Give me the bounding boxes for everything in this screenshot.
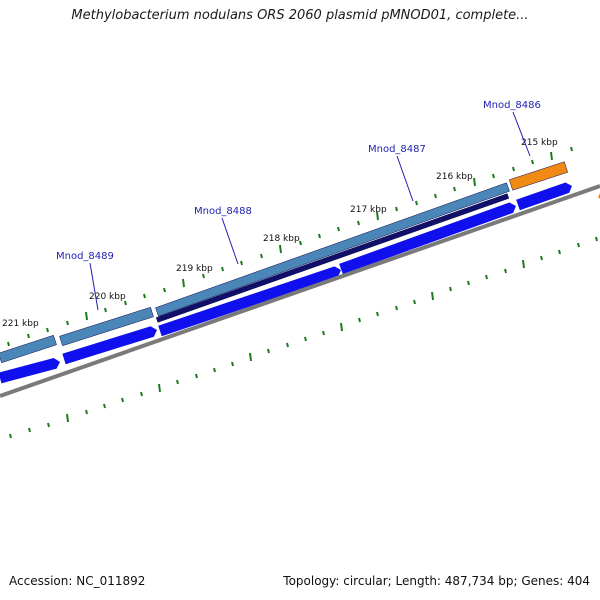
minor-tick bbox=[163, 287, 166, 293]
minor-tick bbox=[570, 146, 573, 152]
minor-tick bbox=[7, 341, 10, 347]
cds-arrow bbox=[339, 202, 516, 275]
minor-tick bbox=[337, 226, 340, 232]
minor-tick bbox=[140, 391, 143, 397]
minor-tick bbox=[143, 293, 146, 299]
gene-label[interactable]: Mnod_8488 bbox=[194, 206, 252, 217]
minor-tick bbox=[531, 159, 534, 165]
minor-tick bbox=[176, 379, 179, 385]
major-tick bbox=[85, 311, 88, 321]
minor-tick bbox=[358, 317, 361, 323]
tick-label: 220 kbp bbox=[89, 292, 126, 302]
cds-arrow bbox=[158, 266, 341, 337]
minor-tick bbox=[103, 403, 106, 409]
minor-tick bbox=[267, 348, 270, 354]
minor-tick bbox=[85, 409, 88, 415]
minor-tick bbox=[9, 433, 12, 439]
minor-tick bbox=[213, 367, 216, 373]
minor-tick bbox=[46, 327, 49, 333]
minor-tick bbox=[540, 255, 543, 261]
minor-tick bbox=[415, 200, 418, 206]
gene-bar bbox=[59, 306, 154, 347]
cds-arrow bbox=[0, 357, 60, 384]
minor-tick bbox=[413, 299, 416, 305]
minor-tick bbox=[299, 240, 302, 246]
minor-tick bbox=[318, 233, 321, 239]
cds-arrow bbox=[516, 182, 572, 211]
major-tick bbox=[550, 151, 553, 161]
cds-track bbox=[0, 182, 572, 384]
major-tick bbox=[340, 322, 343, 332]
minor-tick bbox=[124, 300, 127, 306]
major-tick bbox=[249, 352, 252, 362]
minor-tick bbox=[322, 330, 325, 336]
major-tick bbox=[431, 291, 434, 301]
minor-tick bbox=[467, 280, 470, 286]
inner-tick-marks bbox=[9, 236, 598, 439]
cds-arrow bbox=[62, 326, 157, 365]
minor-tick bbox=[47, 422, 50, 428]
gene-leader-line bbox=[89, 262, 99, 311]
accession-text: Accession: NC_011892 bbox=[9, 574, 146, 588]
gene-track bbox=[0, 161, 600, 364]
minor-tick bbox=[357, 220, 360, 226]
gene-bar bbox=[0, 334, 57, 364]
outer-tick-marks bbox=[7, 146, 573, 347]
major-tick bbox=[158, 383, 161, 393]
major-tick bbox=[522, 259, 525, 269]
tick-label: 215 kbp bbox=[521, 138, 558, 148]
minor-tick bbox=[304, 336, 307, 342]
minor-tick bbox=[395, 305, 398, 311]
gene-bar-dark bbox=[155, 193, 510, 323]
minor-tick bbox=[260, 253, 263, 259]
minor-tick bbox=[395, 206, 398, 212]
minor-tick bbox=[27, 333, 30, 339]
tick-label: 217 kbp bbox=[350, 205, 387, 215]
minor-tick bbox=[66, 320, 69, 326]
gene-label[interactable]: Mnod_8487 bbox=[368, 144, 426, 155]
gene-leader-line bbox=[396, 155, 414, 202]
minor-tick bbox=[577, 242, 580, 248]
minor-tick bbox=[121, 397, 124, 403]
minor-tick bbox=[504, 268, 507, 274]
minor-tick bbox=[231, 361, 234, 367]
minor-tick bbox=[286, 342, 289, 348]
major-tick bbox=[66, 413, 69, 423]
minor-tick bbox=[595, 236, 598, 242]
minor-tick bbox=[104, 307, 107, 313]
minor-tick bbox=[221, 266, 224, 272]
minor-tick bbox=[485, 274, 488, 280]
minor-tick bbox=[376, 311, 379, 317]
minor-tick bbox=[28, 427, 31, 433]
gene-bar bbox=[155, 182, 510, 317]
gene-leader-line bbox=[512, 111, 531, 157]
major-tick bbox=[376, 211, 379, 221]
minor-tick bbox=[558, 249, 561, 255]
major-tick bbox=[279, 244, 282, 254]
gene-labels[interactable]: Mnod_8489 Mnod_8488 Mnod_8487 Mnod_8486 bbox=[56, 100, 541, 311]
major-tick bbox=[182, 278, 185, 288]
minor-tick bbox=[195, 373, 198, 379]
tick-label: 219 kbp bbox=[176, 264, 213, 274]
minor-tick bbox=[434, 193, 437, 199]
minor-tick bbox=[453, 186, 456, 192]
gene-label[interactable]: Mnod_8489 bbox=[56, 251, 114, 262]
minor-tick bbox=[240, 260, 243, 266]
tick-labels: 221 kbp 220 kbp 219 kbp 218 kbp 217 kbp 216 k… bbox=[2, 138, 558, 329]
tick-label: 218 kbp bbox=[263, 234, 300, 244]
minor-tick bbox=[492, 173, 495, 179]
gene-bar-highlight bbox=[508, 161, 569, 191]
minor-tick bbox=[512, 166, 515, 172]
minor-tick bbox=[449, 286, 452, 292]
genome-stats-text: Topology: circular; Length: 487,734 bp; … bbox=[283, 574, 590, 588]
minor-tick bbox=[202, 273, 205, 279]
gene-label[interactable]: Mnod_8486 bbox=[483, 100, 541, 111]
genome-backbone bbox=[0, 184, 600, 398]
tick-label: 221 kbp bbox=[2, 319, 39, 329]
map-title: Methylobacterium nodulans ORS 2060 plasm… bbox=[71, 8, 529, 23]
major-tick bbox=[473, 177, 476, 187]
tick-label: 216 kbp bbox=[436, 172, 473, 182]
gene-leader-line bbox=[221, 217, 239, 265]
